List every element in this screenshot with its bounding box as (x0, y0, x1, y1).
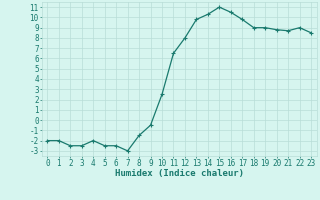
X-axis label: Humidex (Indice chaleur): Humidex (Indice chaleur) (115, 169, 244, 178)
